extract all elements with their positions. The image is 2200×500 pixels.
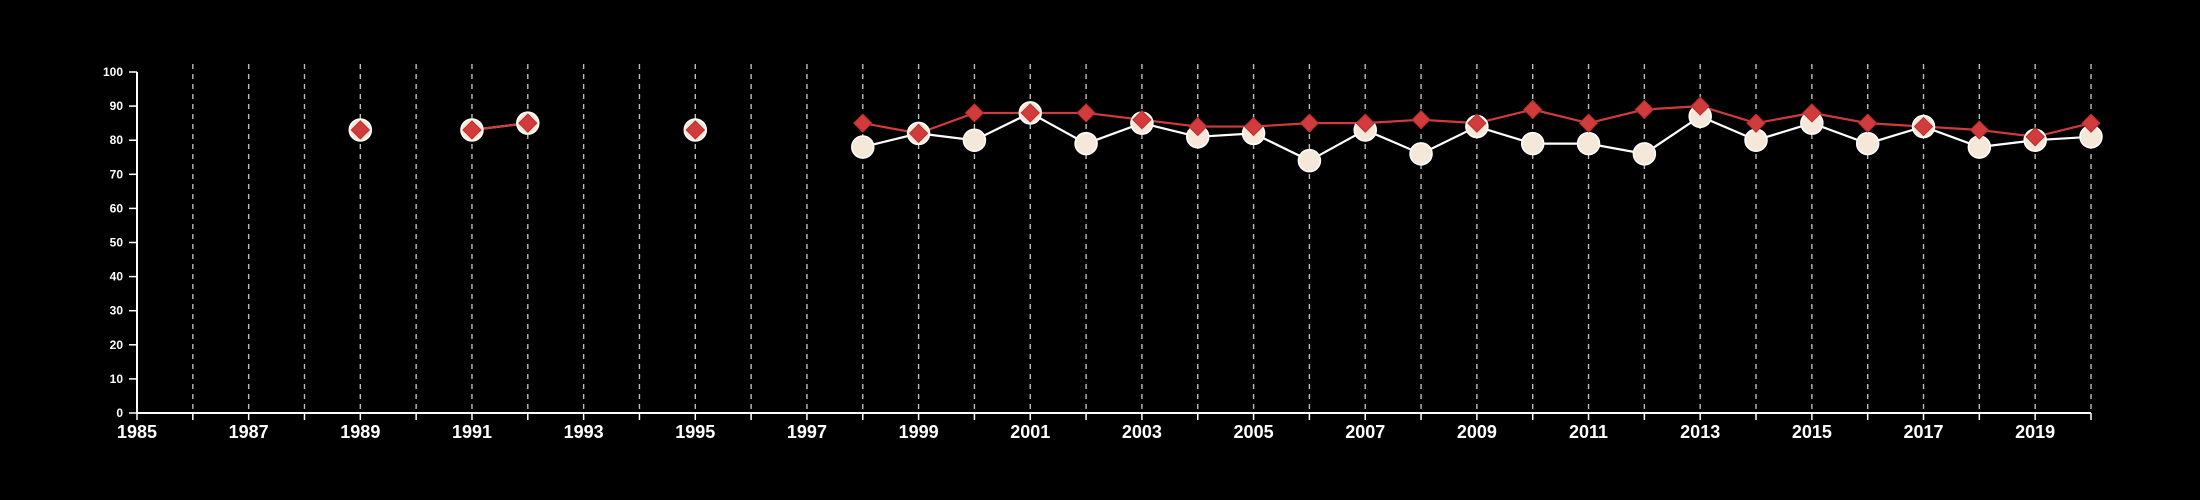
y-tick-label: 20: [110, 338, 124, 352]
x-tick-label: 1989: [340, 422, 380, 442]
x-tick-label: 1987: [229, 422, 269, 442]
x-tick-label: 2011: [1569, 422, 1608, 442]
y-tick-label: 40: [110, 270, 124, 284]
x-tick-label: 1997: [787, 422, 827, 442]
diamond-data-point: [1076, 103, 1096, 123]
diamond-data-point: [1802, 103, 1822, 123]
circle-data-point: [1520, 131, 1545, 156]
diamond-data-point: [1523, 99, 1543, 120]
diamond-data-point: [853, 113, 873, 133]
x-tick-label: 2005: [1234, 422, 1274, 442]
y-tick-label: 70: [110, 167, 124, 181]
y-tick-label: 60: [110, 201, 124, 215]
y-tick-label: 10: [110, 372, 124, 386]
diamond-data-point: [1411, 110, 1431, 130]
y-tick-label: 90: [110, 99, 124, 113]
x-axis: 1985 1987 1989 1991 1993 1995 1997 1999 2001 2003…: [117, 412, 2092, 442]
x-tick-label: 1993: [564, 422, 604, 442]
circle-data-point: [1632, 142, 1657, 166]
diamond-data-point: [1578, 113, 1599, 133]
x-tick-label: 2017: [1903, 422, 1943, 442]
diamond-data-point: [1020, 103, 1040, 123]
diamond-data-point: [1188, 116, 1208, 137]
diamond-data-point: [350, 120, 371, 140]
diamond-data-point: [1299, 113, 1320, 133]
x-tick-label: 2001: [1010, 422, 1050, 442]
y-tick-label: 30: [110, 304, 124, 318]
diamond-data-point: [1913, 116, 1934, 137]
circle-data-point: [1297, 148, 1322, 173]
y-tick-label: 80: [110, 133, 124, 147]
y-tick-label: 100: [103, 65, 123, 79]
diamond-data-point: [2081, 113, 2101, 133]
diamond-data-point: [1746, 113, 1766, 133]
circle-data-point: [1074, 131, 1098, 156]
diamond-data-point: [2025, 127, 2045, 147]
x-tick-label: 2003: [1122, 422, 1162, 442]
circle-data-point: [962, 128, 987, 152]
diamond-data-point: [1634, 99, 1655, 120]
x-tick-label: 2007: [1345, 422, 1385, 442]
data-series: [348, 96, 2103, 173]
x-tick-label: 1985: [117, 422, 157, 442]
diamond-data-point: [1355, 113, 1375, 133]
x-tick-label: 1995: [675, 422, 715, 442]
diamond-data-point: [908, 123, 929, 144]
vertical-gridlines: [192, 64, 2092, 413]
diamond-data-point: [518, 113, 538, 133]
circle-data-point: [1409, 142, 1433, 166]
diamond-data-point: [1467, 113, 1487, 133]
x-tick-label: 1999: [899, 422, 939, 442]
diamond-data-point: [1857, 113, 1878, 133]
x-tick-label: 2009: [1457, 422, 1497, 442]
diamond-data-point: [1243, 116, 1264, 137]
x-tick-label: 2013: [1680, 422, 1720, 442]
x-tick-label: 2019: [2015, 422, 2055, 442]
x-tick-label: 2015: [1792, 422, 1832, 442]
diamond-data-point: [685, 120, 705, 140]
y-tick-label: 50: [110, 236, 124, 250]
diamond-data-point: [1690, 96, 1710, 116]
circle-data-point: [851, 135, 875, 159]
x-tick-label: 1991: [452, 422, 492, 442]
y-axis: 0 10 20 30 40 50 60 70 80 90 100: [103, 65, 138, 420]
circle-data-point: [1855, 131, 1880, 156]
diamond-data-point: [964, 103, 985, 123]
diamond-data-point: [462, 120, 482, 140]
circle-data-point: [1576, 131, 1601, 156]
diamond-data-point: [1969, 120, 1990, 140]
y-tick-label: 0: [116, 406, 123, 420]
diamond-data-point: [1132, 110, 1152, 130]
